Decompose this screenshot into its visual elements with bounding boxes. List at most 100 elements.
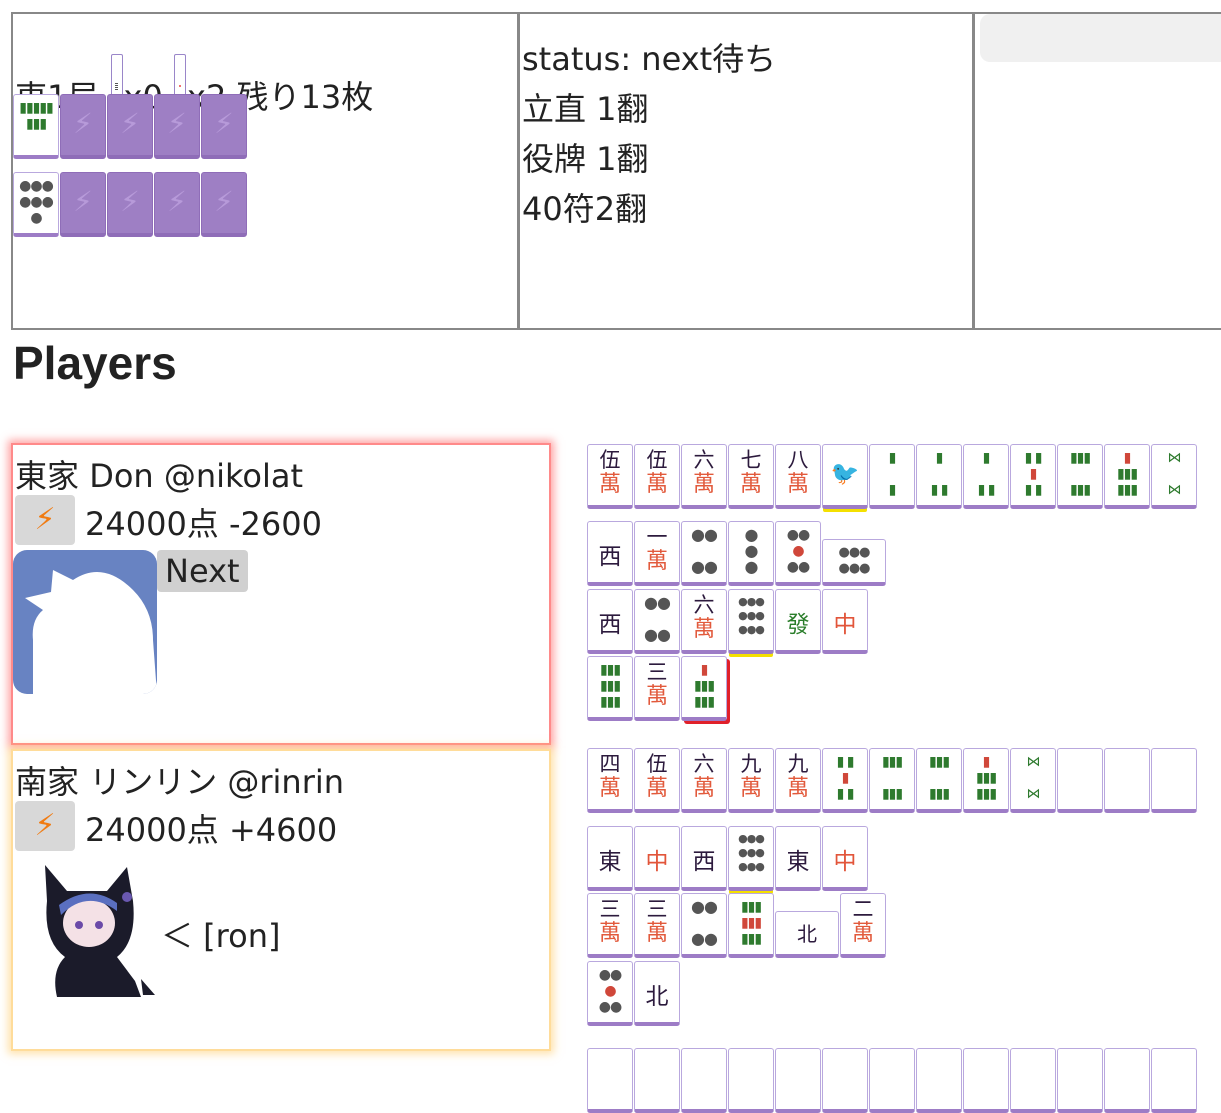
ura-dora-row: ●●●●●●●	[13, 172, 247, 237]
hand-tile[interactable]	[1104, 1048, 1150, 1113]
round-cell: 東1局 x0 x2 残り13枚 ▮▮▮▮▮▮▮▮ ●●●●●●●	[13, 14, 520, 328]
discard-tile: 二萬	[840, 893, 886, 958]
hand-tile[interactable]: 伍萬	[634, 748, 680, 813]
discard-tile: 三萬	[587, 893, 633, 958]
hand-tile[interactable]: ▮▮▮ ▮▮▮	[869, 748, 915, 813]
discard-tile: 東	[775, 826, 821, 891]
hand-tile[interactable]: ▮ ▮ ▮ ▮ ▮	[1010, 444, 1056, 509]
next-button[interactable]: Next	[157, 550, 248, 592]
discard-tile: ●● ● ●●	[775, 521, 821, 586]
hand-tile[interactable]: 七萬	[728, 444, 774, 509]
tile-back	[201, 94, 247, 159]
player-seat: 東家	[15, 457, 80, 495]
discard-tile: 三萬	[634, 893, 680, 958]
discard-tile-riichi: ●●● ●●●	[822, 539, 886, 586]
discard-tile-riichi: 北	[775, 911, 839, 958]
discard-row: ▮▮▮ ▮▮▮ ▮▮▮ 三萬 ▮ ▮▮▮ ▮▮▮	[587, 656, 727, 721]
speech-message: ＜ [ron]	[161, 917, 281, 955]
hand-tile[interactable]	[1010, 1048, 1056, 1113]
yaku-line: 立直 1翻	[522, 90, 649, 128]
hand-tile[interactable]	[634, 1048, 680, 1113]
hand-tile[interactable]: ▮ ▮▮▮ ▮▮▮	[1104, 444, 1150, 509]
players-heading: Players	[13, 337, 177, 389]
discard-tile: ▮▮▮ ▮▮▮ ▮▮▮	[728, 893, 774, 958]
zap-icon[interactable]: ⚡	[15, 495, 75, 545]
hand-tile[interactable]: 六萬	[681, 748, 727, 813]
tile-back	[154, 94, 200, 159]
discard-tile: 一萬	[634, 521, 680, 586]
discard-row: 西 一萬 ●● ●● ● ● ● ●● ● ●● ●●● ●●●	[587, 521, 886, 586]
hand-tile[interactable]: 九萬	[775, 748, 821, 813]
hand-tile[interactable]	[728, 1048, 774, 1113]
hand-tile-empty	[1057, 748, 1103, 813]
tile-back	[60, 94, 106, 159]
avatar	[37, 861, 157, 1001]
hand-tile[interactable]	[587, 1048, 633, 1113]
hand-tile[interactable]: ▮ ▮▮▮ ▮▮▮	[963, 748, 1009, 813]
hand-tile[interactable]: 伍萬	[634, 444, 680, 509]
discard-tile: ●● ●●	[681, 521, 727, 586]
character-avatar-icon	[45, 865, 155, 997]
discard-tile: 北	[634, 961, 680, 1026]
discard-tile: 中	[822, 826, 868, 891]
hand-tile[interactable]: 八萬	[775, 444, 821, 509]
game-info-table: 東1局 x0 x2 残り13枚 ▮▮▮▮▮▮▮▮ ●●●●●●● status:…	[11, 12, 1221, 330]
discard-row: 東 中 西 ●●● ●●● ●●● 東 中	[587, 826, 868, 891]
hand-tile[interactable]	[916, 1048, 962, 1113]
discard-tile: ▮▮▮ ▮▮▮ ▮▮▮	[587, 656, 633, 721]
hand-tile[interactable]: ⋈ ⋈	[1010, 748, 1056, 813]
discard-tile: 三萬	[634, 656, 680, 721]
remaining-tiles: 残り13枚	[236, 78, 374, 116]
tile-back	[60, 172, 106, 237]
tile-back	[154, 172, 200, 237]
log-cell[interactable]	[975, 14, 1221, 328]
hand-tile[interactable]: 九萬	[728, 748, 774, 813]
player-name: 東家 Don @nikolat	[15, 451, 303, 497]
discard-tile: 西	[587, 589, 633, 654]
hand-tile[interactable]: 🐦	[822, 444, 868, 509]
discard-tile: 六萬	[681, 589, 727, 654]
hand-tile[interactable]: ▮ ▮ ▮	[963, 444, 1009, 509]
discard-tile: ●● ●●	[681, 893, 727, 958]
zap-icon[interactable]: ⚡	[15, 801, 75, 851]
player-card-east: 東家 Don @nikolat ⚡ 24000点 -2600 Next	[11, 443, 551, 745]
hand-tile[interactable]: ⋈ ⋈	[1151, 444, 1197, 509]
hand-tile[interactable]	[1057, 1048, 1103, 1113]
player-hand-south: 四萬 伍萬 六萬 九萬 九萬 ▮ ▮ ▮ ▮ ▮ ▮▮▮ ▮▮▮ ▮▮▮ ▮▮▮ ▮ ▮▮…	[587, 748, 1197, 813]
dora-tile: ▮▮▮▮▮▮▮▮	[13, 94, 59, 159]
ura-dora-tile: ●●●●●●●	[13, 172, 59, 237]
discard-tile: 中	[634, 826, 680, 891]
status-text: status: next待ち	[522, 40, 777, 78]
yaku-line: 役牌 1翻	[522, 140, 649, 178]
log-textarea[interactable]	[980, 14, 1221, 62]
player-score: 24000点 -2600	[85, 505, 322, 543]
hand-tile-empty	[1151, 748, 1197, 813]
avatar	[13, 550, 157, 694]
fu-han: 40符2翻	[522, 190, 648, 228]
tile-back	[201, 172, 247, 237]
discard-tile: 東	[587, 826, 633, 891]
player-name: 南家 リンリン @rinrin	[15, 757, 344, 803]
hand-tile[interactable]	[822, 1048, 868, 1113]
status-cell: status: next待ち 立直 1翻 役牌 1翻 40符2翻	[520, 14, 975, 328]
hand-tile[interactable]: 六萬	[681, 444, 727, 509]
hand-tile[interactable]	[869, 1048, 915, 1113]
discard-tile: 西	[681, 826, 727, 891]
discard-row: 三萬 三萬 ●● ●● ▮▮▮ ▮▮▮ ▮▮▮ 北 二萬	[587, 893, 886, 958]
hand-tile[interactable]: ▮▮▮ ▮▮▮	[916, 748, 962, 813]
default-avatar-icon	[25, 570, 157, 694]
hand-tile[interactable]	[963, 1048, 1009, 1113]
hand-tile[interactable]: ▮ ▮ ▮ ▮ ▮	[822, 748, 868, 813]
hand-tile[interactable]: ▮ ▮	[869, 444, 915, 509]
discard-row: ●● ● ●● 北	[587, 961, 680, 1026]
hand-tile[interactable]	[775, 1048, 821, 1113]
hand-tile[interactable]: 伍萬	[587, 444, 633, 509]
hand-tile[interactable]	[1151, 1048, 1197, 1113]
hand-tile[interactable]: 四萬	[587, 748, 633, 813]
tile-back	[107, 94, 153, 159]
player-hand-west	[587, 1048, 1197, 1113]
hand-tile[interactable]: ▮ ▮ ▮	[916, 444, 962, 509]
discard-tile-last: ▮ ▮▮▮ ▮▮▮	[681, 656, 727, 721]
hand-tile[interactable]: ▮▮▮ ▮▮▮	[1057, 444, 1103, 509]
hand-tile[interactable]	[681, 1048, 727, 1113]
